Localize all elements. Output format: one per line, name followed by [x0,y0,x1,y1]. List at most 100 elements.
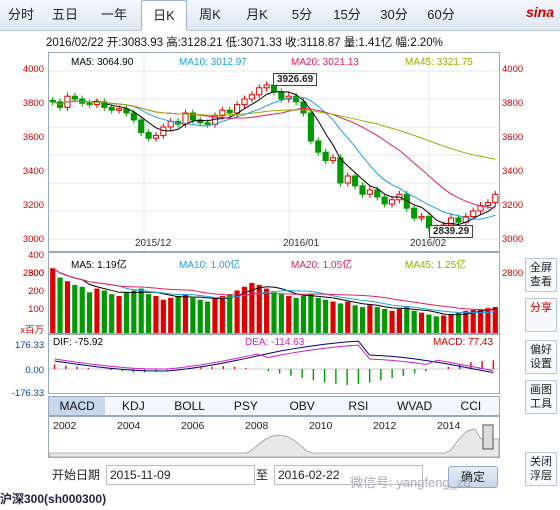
macd-axis-bottom: -176.33 [11,388,44,399]
volume-bar [101,290,107,333]
candle-body [101,101,108,108]
macd-axis-zero: 0.00 [25,365,45,376]
indicator-tab-cci[interactable]: CCI [460,399,482,413]
indicator-tab-wvad[interactable]: WVAD [397,399,433,413]
price-axis-label: 3000 [22,234,44,245]
close-layer-button[interactable]: 关闭浮层 [525,452,557,486]
price-axis-label: 3800 [22,98,44,109]
volume-bar [168,297,174,333]
overview-year-label: 2002 [53,420,77,432]
candle-body [322,151,329,162]
share-button[interactable]: 分享 [525,298,557,332]
ma5-line [52,91,496,225]
volume-bar [411,310,417,333]
range-handle[interactable] [482,424,494,450]
period-tab-4[interactable]: 周K [199,7,221,22]
candle-body [256,87,263,96]
vol-ma20-legend: MA20: 1.05亿 [291,260,353,271]
price-axis-label: 4000 [502,64,524,75]
indicator-tabs: MACD KDJ BOLL PSY OBV RSI WVAD CCI [48,396,500,416]
volume-bar [94,288,100,333]
period-tabs: 分时 五日 一年 日K 周K 月K 5分 15分 30分 60分 [0,0,560,31]
volume-ma10-line [52,267,496,314]
candlestick-svg [49,53,499,251]
candle-body [71,95,78,100]
volume-bar [241,286,248,333]
volume-bar [153,296,159,333]
volume-bar [382,308,388,333]
volume-bar [396,308,402,333]
volume-bar [264,288,270,333]
period-tab-0[interactable]: 分时 [7,7,34,22]
candle-body [411,207,418,219]
start-date-label: 开始日期 [52,468,101,482]
period-tab-3[interactable]: 日K [141,0,187,31]
indicator-tab-psy[interactable]: PSY [233,399,258,413]
volume-bar [271,292,277,333]
candle-body [300,101,307,114]
overview-year-label: 2010 [309,420,333,432]
candle-body [219,109,226,117]
volume-bar [367,305,373,333]
period-tab-1[interactable]: 五日 [51,7,78,22]
index-name: 沪深300(sh000300) [0,492,107,506]
volume-bar [50,268,56,333]
volume-bar [205,301,211,333]
candle-body [418,216,425,219]
volume-bar [389,310,395,333]
overview-year-label: 2006 [181,420,205,432]
volume-bar [463,310,469,333]
volume-bar [57,277,63,333]
indicator-tab-macd[interactable]: MACD [49,397,106,415]
volume-bar [323,299,329,333]
period-tab-5[interactable]: 月K [246,7,268,22]
x-label-dec: 2015/12 [135,238,172,249]
volume-bar [123,292,130,333]
overview-year-label: 2004 [117,420,141,432]
volume-bar [448,314,454,333]
preferences-button[interactable]: 偏好设置 [525,340,557,374]
volume-bar [308,294,314,333]
price-axis-label: 3800 [502,98,524,109]
period-tab-7[interactable]: 15分 [333,7,361,22]
volume-bar [485,308,491,333]
draw-tools-button[interactable]: 画图工具 [525,380,557,414]
vol-ma5-legend: MA5: 1.19亿 [71,260,127,271]
indicator-tab-obv[interactable]: OBV [289,399,315,413]
volume-bar [470,309,476,333]
candle-body [86,102,93,106]
period-tab-9[interactable]: 60分 [427,7,455,22]
period-tab-6[interactable]: 5分 [291,7,313,22]
candlestick-chart[interactable]: MA5: 3064.90 MA10: 3012.97 MA20: 3021.13… [48,52,500,252]
volume-chart[interactable]: MA5: 1.19亿 MA10: 1.00亿 MA20: 1.05亿 MA45:… [48,252,500,334]
price-axis-label: 2800 [502,268,524,279]
start-date-input[interactable]: 2015-11-09 [106,465,255,485]
candle-body [455,217,462,223]
end-date-input[interactable]: 2016-02-22 [274,465,423,485]
indicator-tab-boll[interactable]: BOLL [174,399,205,413]
price-axis-label: 3600 [502,132,524,143]
candle-body [344,175,351,184]
volume-bar [234,290,240,333]
volume-bar [249,283,255,333]
volume-bar [212,297,218,333]
price-axis-label: 3600 [22,132,44,143]
low-annotation: 2839.29 [429,225,474,238]
fullscreen-button[interactable]: 全屏查看 [525,258,557,292]
volume-bar [455,312,462,333]
volume-bar [64,281,71,333]
period-tab-2[interactable]: 一年 [100,7,127,22]
candle-body [145,132,152,139]
volume-bar [109,294,115,333]
indicator-tab-rsi[interactable]: RSI [348,399,369,413]
volume-bar [256,284,262,333]
macd-axis-top: 176.33 [14,340,44,351]
confirm-button[interactable]: 确定 [448,466,498,488]
candle-body [388,199,396,205]
candle-body [248,94,255,100]
indicator-tab-kdj[interactable]: KDJ [122,399,145,413]
volume-bar [441,315,447,333]
period-tab-8[interactable]: 30分 [380,7,408,22]
macd-chart[interactable]: DIF: -75.92 DEA: -114.63 MACD: 77.43 [48,334,500,394]
range-overview[interactable]: 2002 2004 2006 2008 2010 2012 2014 [48,416,500,458]
